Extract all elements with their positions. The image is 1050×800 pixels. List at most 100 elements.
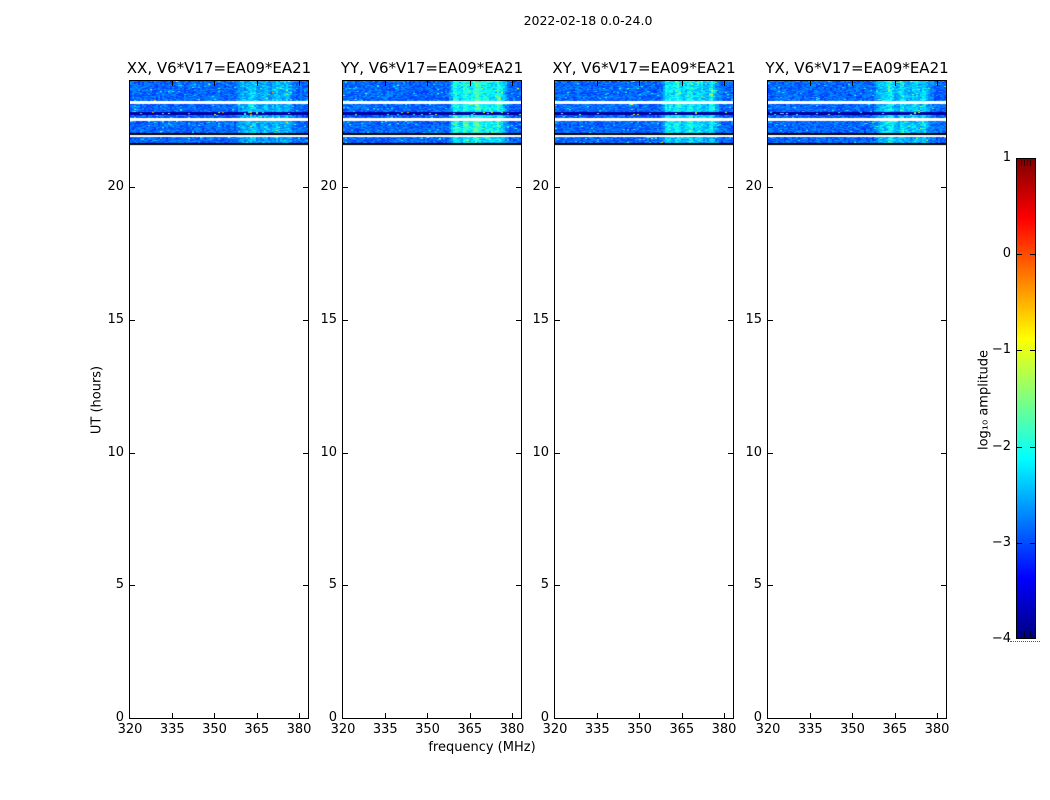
colorbar-tick	[1017, 446, 1022, 448]
x-axis-tick	[172, 81, 174, 86]
y-axis-tick	[555, 319, 560, 321]
figure-title: 2022-02-18 0.0-24.0	[523, 13, 653, 28]
y-axis-tick	[941, 187, 946, 189]
x-tick-label: 320	[330, 722, 356, 737]
x-axis-tick	[723, 713, 725, 718]
colorbar-underline-dots	[1010, 641, 1040, 642]
y-axis-tick	[516, 452, 521, 454]
y-tick-label: 5	[328, 577, 337, 593]
y-axis-tick	[768, 585, 773, 587]
y-axis-tick	[516, 187, 521, 189]
y-tick-label: 15	[745, 311, 762, 327]
colorbar-label: log₁₀ amplitude	[976, 349, 992, 451]
colorbar-tick-label: 0	[1002, 246, 1011, 262]
y-axis-tick	[555, 452, 560, 454]
colorbar-tick	[1030, 542, 1035, 544]
y-axis-tick	[343, 452, 348, 454]
spectrogram-canvas-xx	[130, 81, 308, 718]
y-axis-tick	[728, 585, 733, 587]
colorbar	[1016, 158, 1036, 639]
x-axis-tick	[936, 713, 938, 718]
x-tick-label: 380	[924, 722, 950, 737]
y-axis-tick	[303, 187, 308, 189]
x-axis-tick	[469, 81, 471, 86]
y-tick-label: 5	[540, 577, 549, 593]
colorbar-tick	[1030, 446, 1035, 448]
y-axis-tick	[343, 187, 348, 189]
colorbar-tick	[1017, 350, 1022, 352]
x-axis-tick	[852, 81, 854, 86]
x-tick-label: 320	[542, 722, 568, 737]
panel-title-yx: YX, V6*V17=EA09*EA21	[765, 59, 949, 77]
colorbar-tick	[1017, 542, 1022, 544]
y-tick-label: 15	[532, 311, 549, 327]
x-tick-label: 320	[755, 722, 781, 737]
x-axis-tick	[639, 81, 641, 86]
y-axis-tick	[555, 187, 560, 189]
colorbar-tick-label: −4	[991, 631, 1011, 646]
x-axis-tick	[385, 713, 387, 718]
x-tick-label: 335	[159, 722, 185, 737]
y-tick-label: 10	[532, 444, 549, 460]
y-axis-tick	[130, 187, 135, 189]
y-axis-tick	[130, 452, 135, 454]
x-tick-label: 335	[584, 722, 610, 737]
spectrogram-panel-yx	[767, 80, 947, 719]
colorbar-tick	[1017, 254, 1022, 256]
colorbar-tick-label: −1	[991, 342, 1011, 358]
y-tick-label: 20	[532, 179, 549, 195]
y-axis-tick	[555, 585, 560, 587]
x-axis-label: frequency (MHz)	[428, 740, 536, 755]
y-axis-tick	[303, 585, 308, 587]
y-tick-label: 20	[320, 179, 337, 195]
x-tick-label: 380	[286, 722, 312, 737]
colorbar-tick-label: −2	[991, 438, 1011, 454]
y-tick-label: 0	[115, 710, 124, 725]
x-axis-tick	[469, 713, 471, 718]
y-axis-tick	[130, 319, 135, 321]
y-tick-label: 10	[107, 444, 124, 460]
x-axis-tick	[597, 713, 599, 718]
x-tick-label: 380	[499, 722, 525, 737]
y-axis-tick	[768, 452, 773, 454]
x-axis-tick	[256, 81, 258, 86]
panel-title-xy: XY, V6*V17=EA09*EA21	[552, 59, 736, 77]
x-tick-label: 350	[415, 722, 440, 737]
y-tick-label: 0	[328, 710, 337, 725]
y-axis-tick	[516, 585, 521, 587]
panel-title-yy: YY, V6*V17=EA09*EA21	[340, 59, 524, 77]
spectrogram-panel-yy	[342, 80, 522, 719]
y-axis-tick	[941, 452, 946, 454]
spectrogram-canvas-xy	[555, 81, 733, 718]
colorbar-bottom-hatch	[1019, 631, 1033, 637]
colorbar-tick-label: −3	[991, 534, 1011, 550]
y-axis-label: UT (hours)	[89, 365, 105, 435]
y-axis-tick	[303, 319, 308, 321]
x-axis-tick	[639, 713, 641, 718]
y-axis-tick	[130, 585, 135, 587]
x-axis-tick	[214, 713, 216, 718]
y-tick-label: 20	[745, 179, 762, 195]
x-axis-tick	[298, 713, 300, 718]
spectrogram-panel-xx	[129, 80, 309, 719]
x-axis-tick	[810, 713, 812, 718]
x-tick-label: 380	[711, 722, 737, 737]
x-tick-label: 365	[882, 722, 908, 737]
spectrogram-canvas-yx	[768, 81, 946, 718]
x-axis-tick	[894, 81, 896, 86]
y-axis-tick	[516, 319, 521, 321]
x-axis-tick	[256, 713, 258, 718]
y-tick-label: 5	[753, 577, 762, 593]
x-axis-tick	[894, 713, 896, 718]
x-axis-tick	[597, 81, 599, 86]
y-tick-label: 10	[320, 444, 337, 460]
y-tick-label: 20	[107, 179, 124, 195]
y-axis-tick	[728, 452, 733, 454]
x-tick-label: 320	[117, 722, 143, 737]
y-axis-tick	[343, 585, 348, 587]
y-tick-label: 0	[540, 710, 549, 725]
y-axis-tick	[303, 452, 308, 454]
y-axis-tick	[768, 319, 773, 321]
y-tick-label: 15	[107, 311, 124, 327]
